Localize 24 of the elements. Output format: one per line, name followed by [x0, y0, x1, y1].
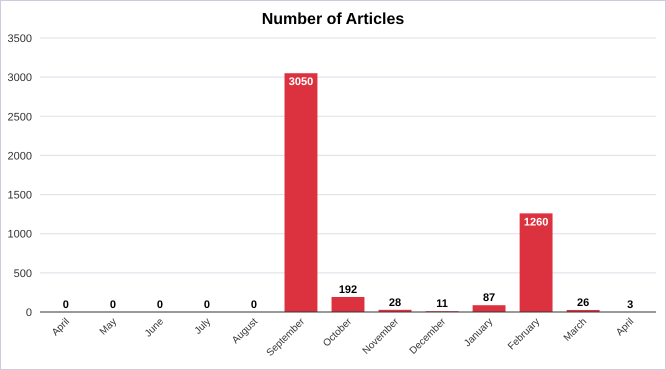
data-label: 0: [110, 299, 116, 311]
y-tick-label: 500: [14, 268, 32, 280]
data-label: 26: [576, 296, 590, 309]
chart-title: Number of Articles: [262, 11, 404, 28]
y-tick-label: 2000: [8, 150, 32, 162]
x-tick-label: May: [98, 316, 120, 338]
y-tick-label: 2500: [8, 111, 32, 124]
data-label: 0: [250, 299, 258, 311]
data-label: 28: [388, 296, 402, 309]
data-label: 87: [482, 292, 496, 304]
y-tick-label: 1000: [8, 228, 32, 241]
data-label: 0: [156, 299, 163, 311]
y-tick-label: 3000: [8, 72, 32, 84]
data-label: 1260: [524, 216, 548, 228]
data-label: 3: [627, 298, 634, 311]
x-tick-label: July: [192, 316, 214, 337]
data-label: 0: [62, 299, 69, 311]
data-label: 3050: [288, 76, 314, 88]
y-tick-label: 3500: [8, 33, 32, 45]
y-tick-label: 1500: [8, 190, 32, 202]
y-tick-label: 0: [26, 307, 32, 319]
data-label: 11: [436, 298, 448, 310]
data-label: 192: [338, 284, 358, 296]
data-label: 0: [204, 299, 210, 311]
